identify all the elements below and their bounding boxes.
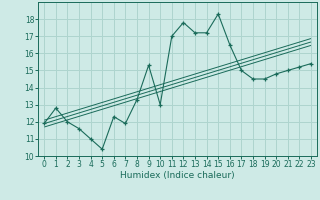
X-axis label: Humidex (Indice chaleur): Humidex (Indice chaleur) (120, 171, 235, 180)
